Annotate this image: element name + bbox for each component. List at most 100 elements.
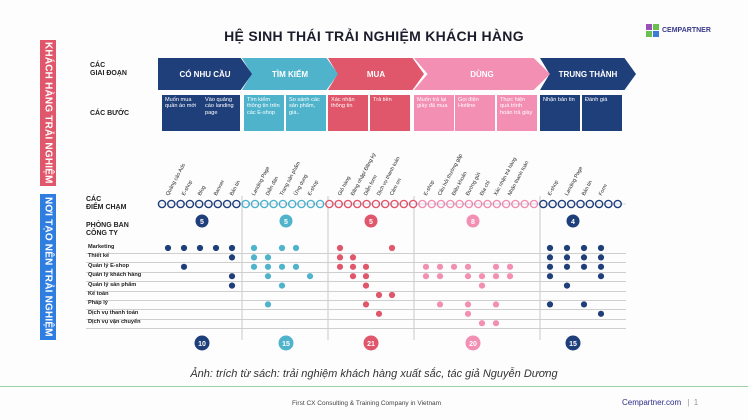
touchpoint-ring bbox=[473, 199, 483, 209]
matrix-dot bbox=[180, 244, 188, 252]
touchpoint-ring bbox=[362, 199, 371, 209]
department-row-divider bbox=[86, 281, 626, 283]
matrix-dot bbox=[212, 244, 220, 252]
touchpoint-ring bbox=[529, 199, 539, 209]
matrix-dot bbox=[436, 263, 444, 270]
touchpoint-ring bbox=[492, 199, 502, 209]
matrix-dot bbox=[250, 263, 258, 270]
department-total-badge bbox=[194, 335, 210, 351]
matrix-dot bbox=[597, 263, 605, 270]
matrix-dot bbox=[250, 254, 258, 261]
department-total-label: 15 bbox=[569, 341, 577, 348]
matrix-dot bbox=[492, 301, 500, 308]
department-row-divider bbox=[86, 262, 626, 264]
matrix-dot bbox=[349, 263, 357, 270]
matrix-dot bbox=[563, 254, 571, 261]
matrix-dot bbox=[375, 310, 383, 317]
matrix-dot bbox=[228, 244, 236, 252]
touchpoint-ring bbox=[464, 199, 474, 209]
matrix-dot bbox=[336, 263, 344, 270]
touchpoint-ring bbox=[157, 199, 167, 209]
matrix-dot bbox=[580, 244, 588, 252]
stage-label: TRUNG THÀNH bbox=[558, 69, 618, 79]
step-box: Xác nhận thông tin bbox=[328, 95, 368, 131]
touchpoint-ring bbox=[576, 199, 585, 209]
touchpoint-ring bbox=[613, 199, 623, 209]
touchpoint-ring bbox=[566, 199, 576, 209]
logo-mark-icon bbox=[646, 24, 659, 37]
department-row-divider bbox=[86, 290, 626, 292]
department-label: Dịch vụ thanh toán bbox=[88, 309, 139, 316]
matrix-dot bbox=[450, 263, 458, 270]
matrix-dot bbox=[597, 254, 605, 261]
matrix-dot bbox=[180, 263, 188, 270]
touchpoint-ring bbox=[483, 199, 492, 209]
matrix-dot bbox=[292, 244, 300, 252]
touchpoint-ring bbox=[166, 199, 176, 209]
touchpoint-ring bbox=[194, 199, 204, 209]
matrix-dot bbox=[362, 273, 370, 280]
row-label-touchpoints: CÁC ĐIỂM CHẠM bbox=[86, 196, 127, 211]
matrix-dot bbox=[278, 244, 286, 252]
matrix-dot bbox=[278, 263, 286, 270]
touchpoint-ring bbox=[436, 199, 446, 209]
matrix-dot bbox=[228, 282, 236, 289]
touchpoint-ring bbox=[427, 199, 437, 209]
touchpoint-ring bbox=[539, 199, 548, 209]
matrix-dot bbox=[164, 244, 172, 252]
touchpoint-ring bbox=[232, 199, 241, 209]
matrix-dot bbox=[563, 244, 571, 252]
matrix-dot bbox=[349, 273, 357, 280]
matrix-dot bbox=[597, 273, 605, 280]
matrix-dot bbox=[292, 263, 300, 270]
band-customer-experience: KHÁCH HÀNG TRẢI NGHIỆM bbox=[40, 40, 56, 186]
row-label-steps: CÁC BƯỚC bbox=[90, 110, 129, 117]
matrix-dot bbox=[264, 263, 272, 270]
matrix-dot bbox=[464, 301, 472, 308]
touchpoint-ring bbox=[511, 199, 520, 209]
step-box: Muốn trả lại giày đã mua bbox=[414, 95, 454, 131]
department-label: Quản lý khách hàng bbox=[88, 272, 142, 279]
row-label-stages: CÁC GIAI ĐOẠN bbox=[90, 62, 127, 77]
matrix-dot bbox=[362, 263, 370, 270]
matrix-dot bbox=[546, 301, 554, 308]
matrix-dot bbox=[546, 273, 554, 280]
touchpoint-ring bbox=[269, 199, 278, 209]
matrix-dot bbox=[422, 263, 430, 270]
touchpoint-ring bbox=[548, 199, 557, 209]
step-box: Thực hiện quá trình hoàn trả giày bbox=[497, 95, 537, 131]
matrix-dot bbox=[422, 273, 430, 280]
touchpoint-ring bbox=[185, 199, 195, 209]
page-title: HỆ SINH THÁI TRẢI NGHIỆM KHÁCH HÀNG bbox=[224, 28, 524, 44]
touch-count-label: 5 bbox=[200, 219, 204, 226]
touchpoint-ring bbox=[445, 199, 455, 209]
touchpoint-ring bbox=[418, 199, 427, 209]
matrix-dot bbox=[597, 244, 605, 252]
logo-text: CEMPARTNER bbox=[662, 27, 711, 34]
matrix-dot bbox=[264, 273, 272, 280]
footer-website: Cempartner.com | 1 bbox=[622, 398, 699, 407]
touchpoint-ring bbox=[334, 199, 344, 209]
stage-2: TÌM KIẾM bbox=[242, 58, 338, 90]
matrix-dot bbox=[264, 254, 272, 261]
matrix-dot bbox=[464, 273, 472, 280]
touchpoint-ring bbox=[455, 199, 464, 209]
matrix-dot bbox=[580, 301, 588, 308]
stage-4: DÙNG bbox=[414, 58, 550, 90]
department-label: Pháp lý bbox=[88, 300, 108, 307]
matrix-dot bbox=[349, 254, 357, 261]
stage-5: TRUNG THÀNH bbox=[540, 58, 636, 90]
touchpoint-ring bbox=[325, 199, 334, 209]
matrix-dot bbox=[336, 254, 344, 261]
matrix-dot bbox=[478, 320, 486, 327]
matrix-dot bbox=[388, 291, 396, 299]
step-box: Nhận bản tin bbox=[540, 95, 580, 131]
step-box: Đánh giá bbox=[582, 95, 622, 131]
touch-count-badge bbox=[279, 214, 293, 228]
department-total-badge bbox=[363, 335, 379, 351]
footer-divider bbox=[0, 386, 748, 387]
department-total-label: 10 bbox=[198, 341, 206, 348]
department-total-badge bbox=[565, 335, 581, 351]
touchpoint-ring bbox=[380, 199, 390, 209]
